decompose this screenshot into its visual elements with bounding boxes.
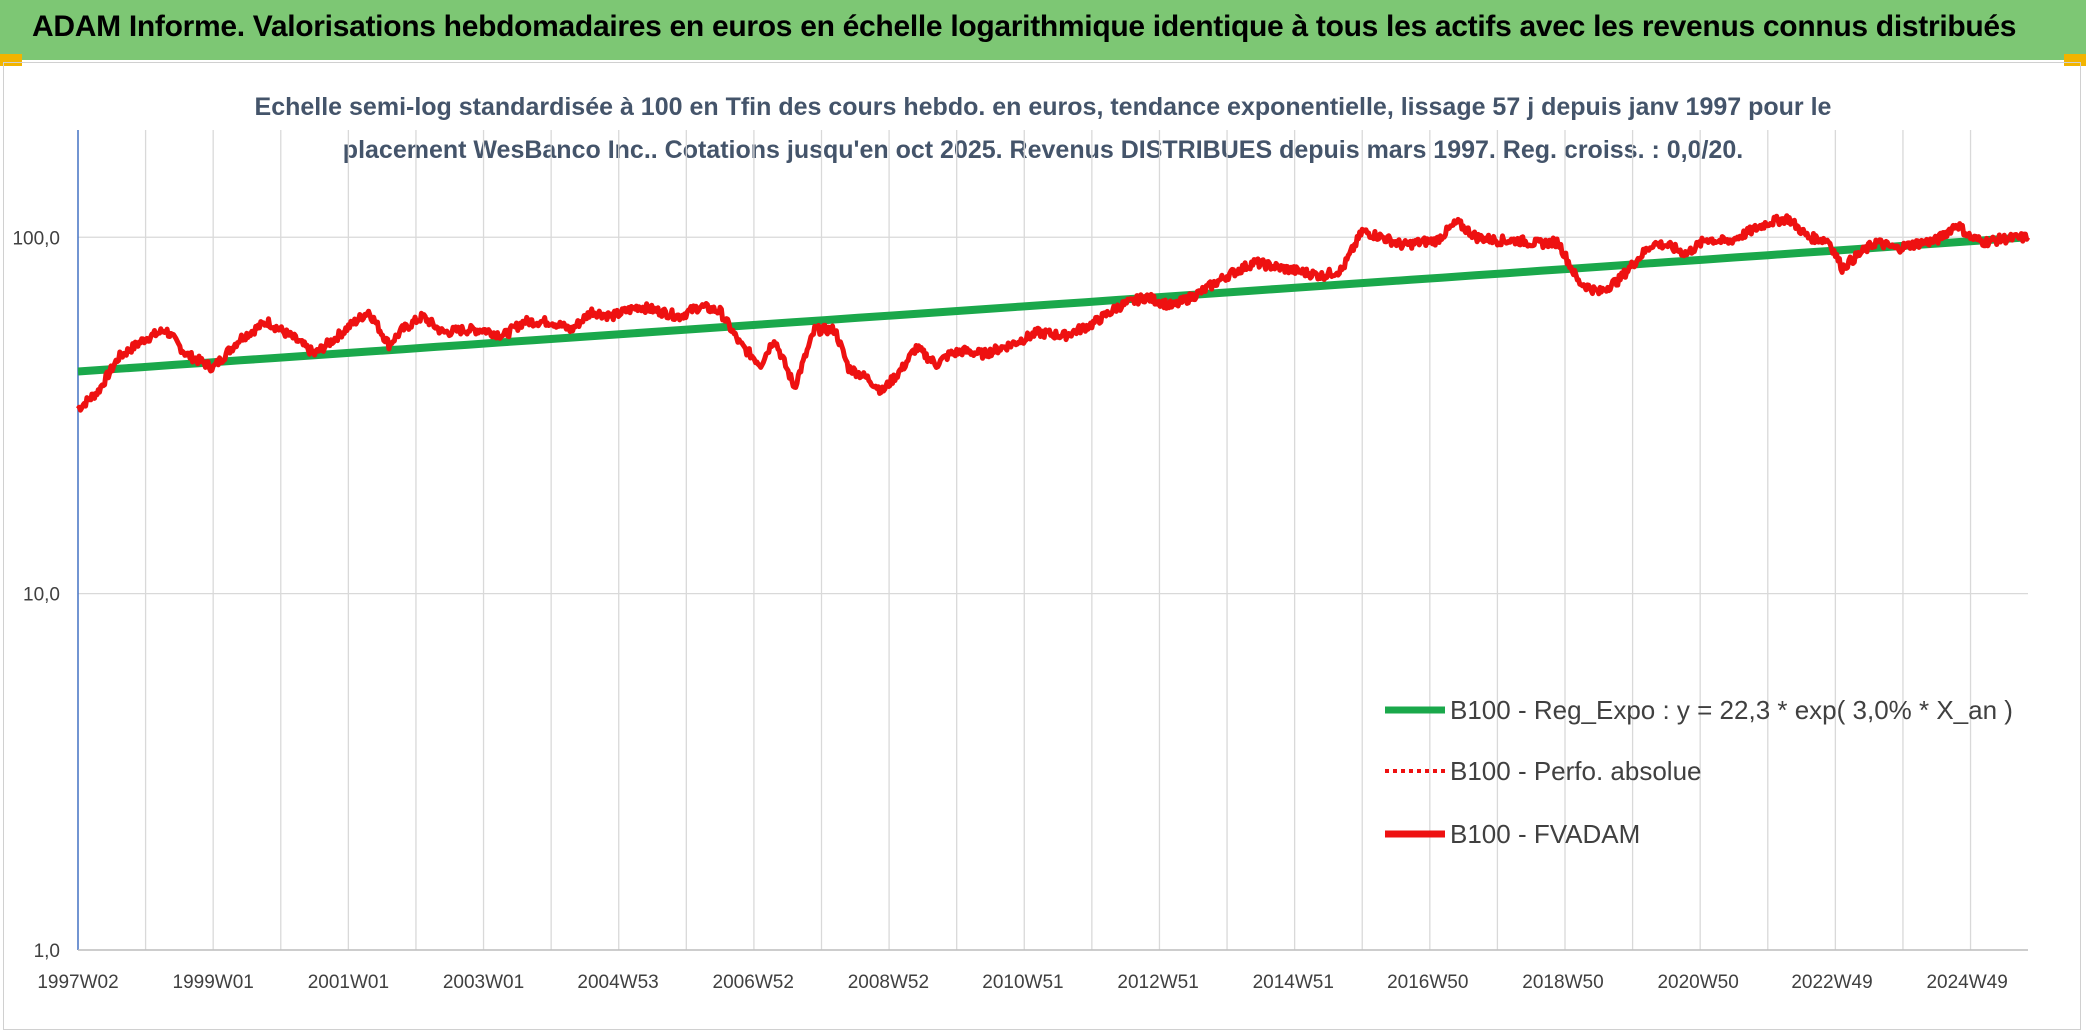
x-tick-label: 2004W53	[577, 972, 658, 993]
axis-ticks: 1,0 10,0 100,0 1997W02 1999W01 2001W01 2003W01…	[12, 228, 2007, 993]
legend-label: B100 - Perfo. absolue	[1450, 756, 1702, 786]
y-tick-label: 10,0	[23, 585, 60, 606]
x-tick-label: 2014W51	[1253, 972, 1334, 993]
legend: B100 - Reg_Expo : y = 22,3 * exp( 3,0% *…	[1385, 695, 2013, 849]
y-tick-label: 1,0	[34, 941, 60, 962]
series-line-reg-expo	[77, 233, 2029, 376]
chart-title-line-1: Echelle semi-log standardisée à 100 en T…	[255, 93, 1832, 121]
x-tick-label: 1999W01	[173, 972, 254, 993]
report-title: ADAM Informe. Valorisations hebdomadaire…	[32, 10, 2017, 43]
x-tick-label: 2018W50	[1522, 972, 1603, 993]
corner-marker-top-left	[0, 54, 22, 66]
x-tick-label: 2010W51	[982, 972, 1063, 993]
series-line-fvadam	[76, 213, 2031, 413]
x-tick-label: 2001W01	[308, 972, 389, 993]
x-tick-label: 2006W52	[713, 972, 794, 993]
legend-label: B100 - FVADAM	[1450, 819, 1640, 849]
gridlines	[77, 130, 2028, 951]
x-tick-label: 2024W49	[1926, 972, 2007, 993]
x-tick-label: 1997W02	[37, 972, 118, 993]
x-tick-label: 2016W50	[1387, 972, 1468, 993]
title-banner: ADAM Informe. Valorisations hebdomadaire…	[0, 0, 2086, 60]
chart-frame	[3, 62, 2081, 1030]
series	[76, 213, 2031, 413]
x-tick-label: 2008W52	[848, 972, 929, 993]
x-tick-label: 2022W49	[1791, 972, 1872, 993]
x-tick-label: 2003W01	[443, 972, 524, 993]
legend-label: B100 - Reg_Expo : y = 22,3 * exp( 3,0% *…	[1450, 695, 2013, 725]
x-tick-label: 2012W51	[1117, 972, 1198, 993]
x-tick-label: 2020W50	[1657, 972, 1738, 993]
chart-title-line-2: placement WesBanco Inc.. Cotations jusqu…	[343, 136, 1743, 164]
y-tick-label: 100,0	[12, 228, 60, 249]
